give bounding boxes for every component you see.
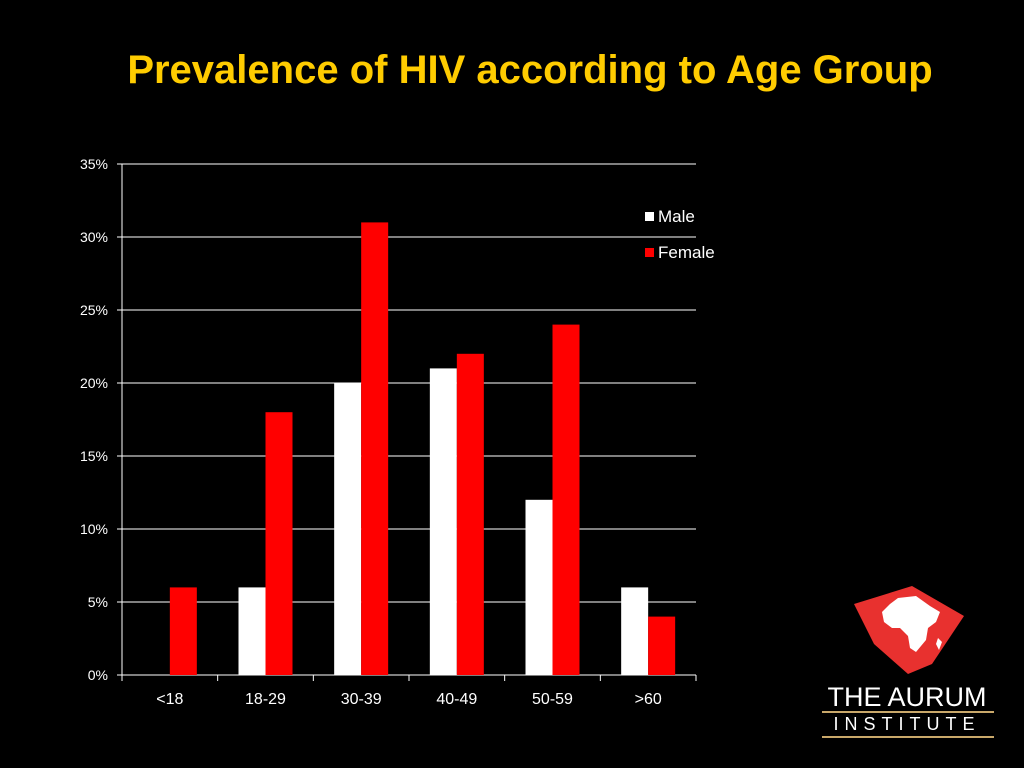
x-tick-label: 40-49	[436, 691, 477, 708]
legend-swatch-female	[645, 248, 654, 257]
bar-female-1	[265, 412, 293, 675]
legend: Male Female	[645, 207, 715, 262]
legend-label-male: Male	[658, 207, 695, 226]
legend-label-female: Female	[658, 243, 715, 262]
bar-female-4	[552, 324, 580, 675]
bar-female-2	[361, 222, 389, 675]
y-tick-label: 30%	[80, 229, 108, 245]
legend-swatch-male	[645, 212, 654, 221]
bar-male-5	[621, 587, 649, 675]
bar-female-0	[169, 587, 197, 675]
y-tick-label: 25%	[80, 302, 108, 318]
x-tick-label: 50-59	[532, 691, 573, 708]
bar-male-4	[525, 499, 553, 675]
aurum-logo: THE AURUM INSTITUTE	[812, 582, 1002, 742]
y-tick-label: 10%	[80, 521, 108, 537]
x-tick-label: 18-29	[245, 691, 286, 708]
bars	[169, 222, 676, 675]
slide-title: Prevalence of HIV according to Age Group	[127, 48, 933, 92]
logo-text-sub: INSTITUTE	[833, 714, 981, 734]
logo-text-main: THE AURUM	[827, 682, 987, 712]
y-tick-label: 15%	[80, 448, 108, 464]
x-tick-label: >60	[635, 691, 662, 708]
africa-map-icon	[854, 586, 964, 674]
bar-female-5	[648, 616, 676, 675]
x-tick-label: 30-39	[341, 691, 382, 708]
tick-labels: 0% 5% 10% 15% 20% 25% 30% 35% <18 18-29 30-39 40-49…	[80, 156, 662, 708]
x-tick-label: <18	[156, 691, 183, 708]
bar-female-3	[456, 353, 484, 675]
axes	[117, 163, 697, 681]
y-tick-label: 5%	[88, 594, 108, 610]
gridlines	[122, 163, 696, 603]
y-tick-label: 0%	[88, 667, 108, 683]
y-tick-label: 35%	[80, 156, 108, 172]
y-tick-label: 20%	[80, 375, 108, 391]
logo-rule-top	[822, 711, 994, 713]
bar-male-1	[238, 587, 266, 675]
bar-male-3	[429, 368, 457, 675]
logo-rule-bottom	[822, 736, 994, 738]
bar-male-2	[334, 383, 362, 675]
